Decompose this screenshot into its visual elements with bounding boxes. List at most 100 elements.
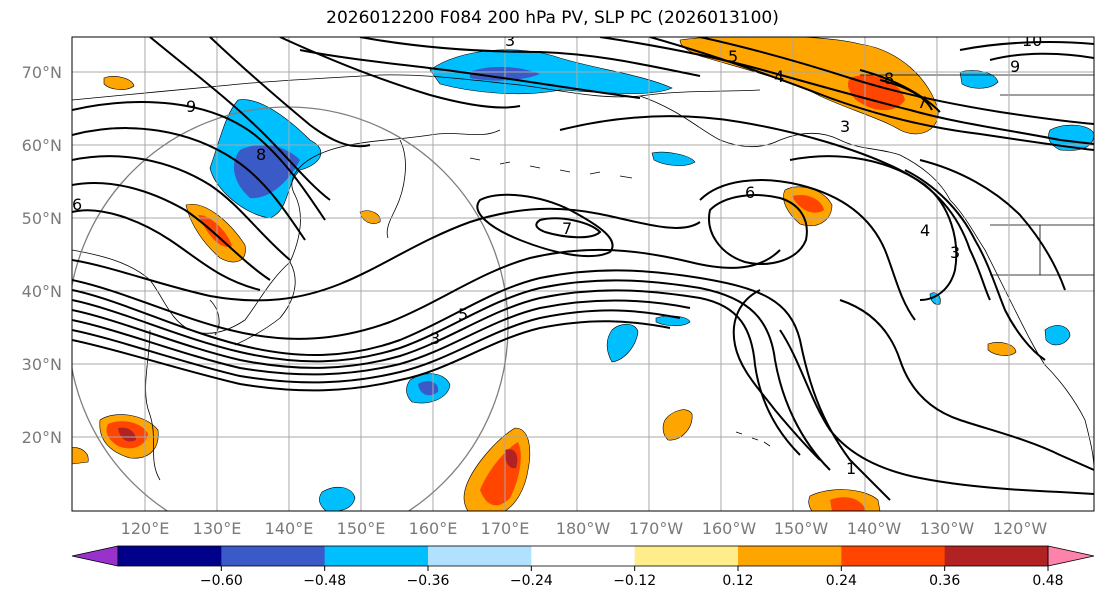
contour-line xyxy=(904,169,1046,361)
lon-label: 170°E xyxy=(481,519,530,538)
lon-label: 150°E xyxy=(337,519,386,538)
lon-label: 180°W xyxy=(556,519,611,538)
contour-line xyxy=(649,37,1094,151)
contour-label: 7 xyxy=(917,93,927,112)
korea-coastline xyxy=(209,299,220,336)
contour-line xyxy=(149,37,331,201)
slp-contours xyxy=(72,37,1094,501)
lon-label: 160°E xyxy=(409,519,458,538)
lon-label: 130°E xyxy=(193,519,242,538)
alaska-coastline xyxy=(639,95,951,201)
colorbar-tick-label: −0.36 xyxy=(407,573,450,589)
japan-coastline xyxy=(234,261,296,346)
china-coastline xyxy=(145,329,161,481)
lat-label: 60°N xyxy=(22,136,62,155)
canada-borders xyxy=(860,74,1094,276)
pv-negative-area xyxy=(319,486,356,511)
contour-label: 4 xyxy=(920,221,930,240)
colorbar-segment xyxy=(841,546,946,566)
colorbar-frame xyxy=(117,545,1049,567)
contour-line xyxy=(559,115,991,301)
lon-label: 120°W xyxy=(993,519,1048,538)
contour-line xyxy=(699,179,916,321)
contour-line xyxy=(879,79,933,111)
lat-label: 40°N xyxy=(22,282,62,301)
colorbar-tick-label: 0.48 xyxy=(1032,573,1063,589)
contour-label: 3 xyxy=(430,329,440,348)
contour-label: 9 xyxy=(1010,57,1020,76)
contour-line xyxy=(699,37,1094,125)
contour-label: 8 xyxy=(884,69,894,88)
contour-label: 4 xyxy=(774,67,784,86)
pv-strong-positive-area xyxy=(848,75,905,111)
lon-label: 150°W xyxy=(774,519,829,538)
latitude-labels: 70°N 60°N 50°N 40°N 30°N 20°N xyxy=(22,63,62,447)
colorbar-tick-label: 0.36 xyxy=(929,573,960,589)
pv-negative-area xyxy=(1044,325,1071,346)
lat-label: 70°N xyxy=(22,63,62,82)
contour-line xyxy=(72,209,261,291)
map-plot-area: 3 5 4 8 7 3 9 8 6 7 6 4 3 1 5 3 9 10 xyxy=(71,31,1095,512)
contour-line xyxy=(209,37,371,148)
colorbar-tick-label: −0.24 xyxy=(510,573,553,589)
contour-label: 8 xyxy=(256,145,266,164)
contour-line xyxy=(299,49,641,99)
colorbar-tick-label: −0.60 xyxy=(200,573,243,589)
lon-label: 130°W xyxy=(920,519,975,538)
colorbar-segment xyxy=(944,546,1049,566)
asia-coastline xyxy=(72,129,501,334)
contour-label: 6 xyxy=(72,195,82,214)
contour-label: 7 xyxy=(562,219,572,238)
pv-extreme-positive-area xyxy=(118,427,136,442)
pv-extreme-positive-area xyxy=(504,449,518,469)
contour-line xyxy=(72,299,691,376)
contour-line xyxy=(839,299,1094,471)
map-frame xyxy=(71,36,1095,512)
contour-label: 5 xyxy=(728,47,738,66)
longitude-labels: 120°E 130°E 140°E 150°E 160°E 170°E 180°… xyxy=(121,519,1048,538)
contour-label: 3 xyxy=(950,243,960,262)
contour-line xyxy=(779,329,1094,495)
colorbar-segment xyxy=(221,546,326,566)
lon-label: 140°W xyxy=(847,519,902,538)
contour-line xyxy=(789,155,958,301)
colorbar-tick-label: 0.24 xyxy=(826,573,857,589)
contour-line xyxy=(72,207,701,302)
contour-line xyxy=(72,269,891,501)
colorbar-extension-min xyxy=(71,545,119,567)
colorbar-tick-label: −0.48 xyxy=(303,573,346,589)
contour-line xyxy=(732,289,821,461)
colorbar-segment xyxy=(324,546,429,566)
map-background xyxy=(72,37,1094,511)
contour-line xyxy=(72,309,681,384)
lat-label: 50°N xyxy=(22,209,62,228)
contour-line xyxy=(708,194,808,265)
contour-line xyxy=(279,37,521,109)
contour-label: 9 xyxy=(186,97,196,116)
colorbar-segment xyxy=(738,546,842,566)
pv-positive-area xyxy=(359,210,381,224)
contour-line xyxy=(476,193,614,258)
lon-label: 120°E xyxy=(121,519,170,538)
kamchatka-coastline xyxy=(386,139,406,239)
map-title: 2026012200 F084 200 hPa PV, SLP PC (2026… xyxy=(326,8,779,28)
contour-label: 10 xyxy=(1022,31,1042,50)
contour-line xyxy=(599,37,1094,145)
north-america-coastline xyxy=(949,199,1094,471)
pv-negative-area xyxy=(606,323,639,363)
pv-negative-area xyxy=(651,151,696,166)
contour-label: 5 xyxy=(458,305,468,324)
colorbar: −0.60 −0.48 −0.36 −0.24 −0.12 0.12 0.24 0.36 0.4… xyxy=(71,545,1095,589)
contour-line xyxy=(989,52,1094,61)
contour-line xyxy=(535,217,602,239)
pv-positive-area xyxy=(72,447,89,465)
pv-positive-area xyxy=(103,76,135,90)
contour-label: 6 xyxy=(745,183,755,202)
colorbar-segment xyxy=(531,546,636,566)
contour-labels: 3 5 4 8 7 3 9 8 6 7 6 4 3 1 5 3 9 10 xyxy=(72,31,1042,478)
contour-label: 3 xyxy=(840,117,850,136)
colorbar-extension-max xyxy=(1047,545,1095,567)
colorbar-segment xyxy=(428,546,532,566)
contour-line xyxy=(72,248,781,340)
